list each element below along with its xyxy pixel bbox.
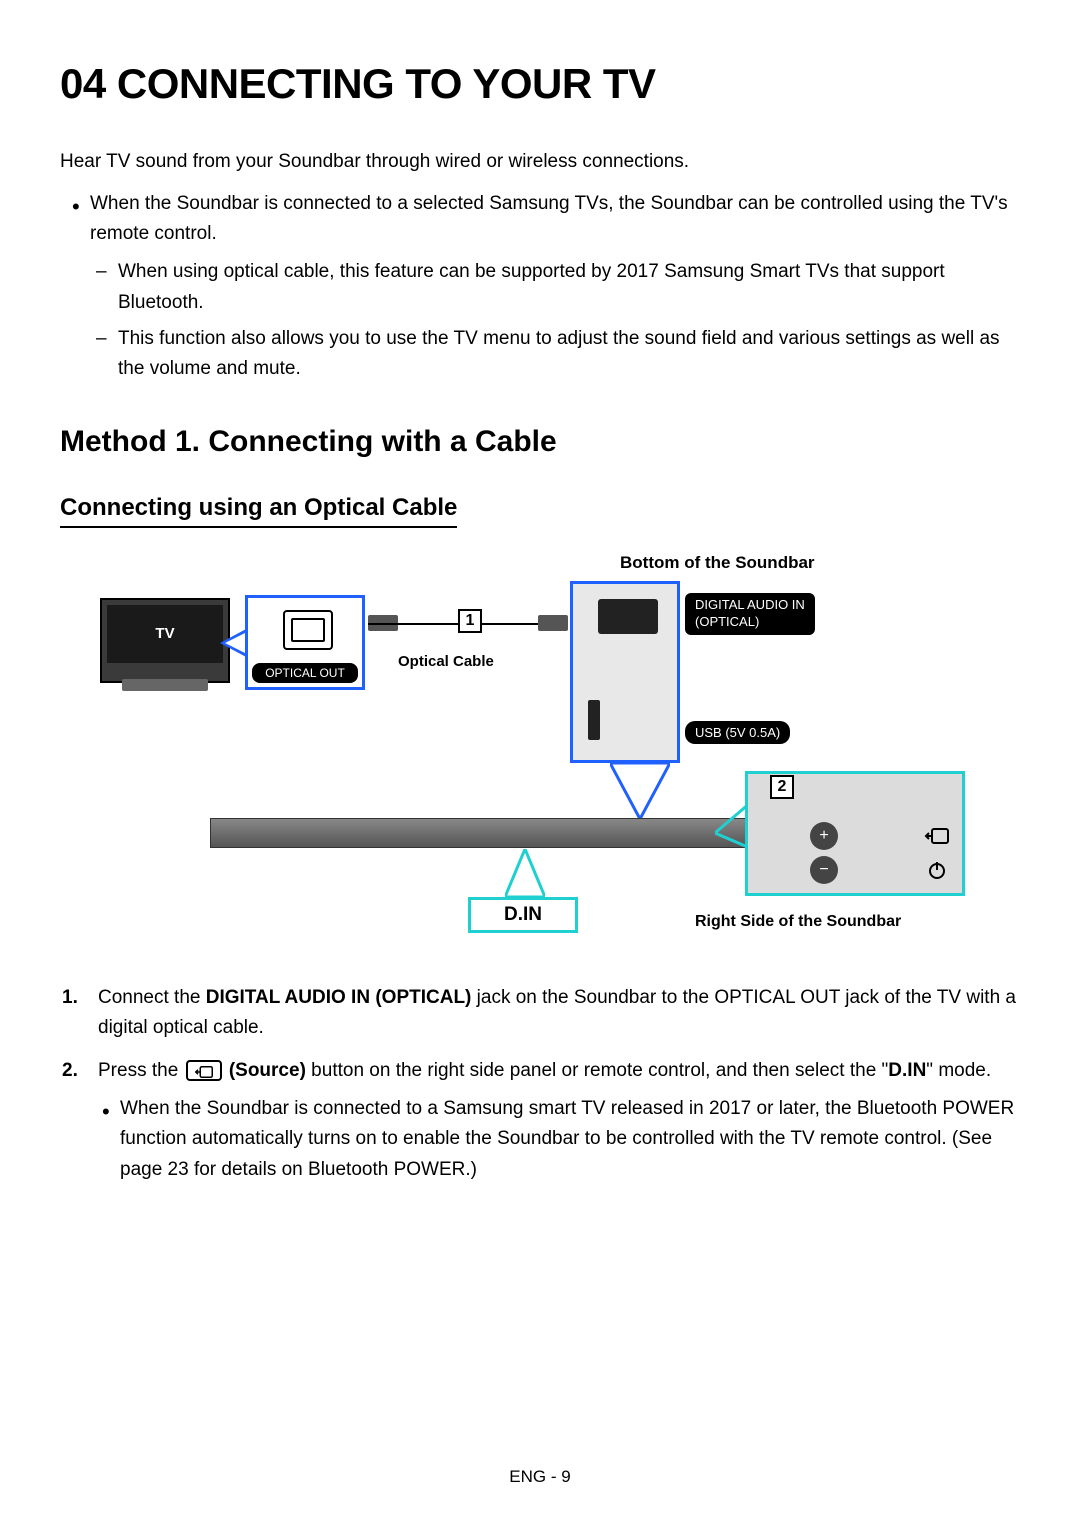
page-footer: ENG - 9	[0, 1467, 1080, 1487]
step-bold: DIGITAL AUDIO IN (OPTICAL)	[206, 987, 472, 1008]
source-icon	[923, 822, 951, 850]
bullet-text: When the Soundbar is connected to a sele…	[90, 193, 1008, 244]
step-text: Press the	[98, 1060, 184, 1081]
volume-up-icon: +	[810, 822, 838, 850]
intro-text: Hear TV sound from your Soundbar through…	[60, 148, 1020, 177]
usb-label: USB (5V 0.5A)	[685, 721, 790, 744]
cable-connector-icon	[538, 615, 568, 631]
tv-label: TV	[107, 605, 223, 663]
connection-diagram: Bottom of the Soundbar TV OPTICAL OUT 1 …	[100, 553, 980, 953]
optical-port-icon	[283, 610, 333, 650]
step-item: 1. Connect the DIGITAL AUDIO IN (OPTICAL…	[90, 983, 1020, 1044]
step-badge-1: 1	[458, 609, 482, 633]
optical-out-label: OPTICAL OUT	[252, 663, 358, 683]
digital-audio-port-icon	[598, 599, 658, 634]
soundbar-right-label: Right Side of the Soundbar	[695, 913, 901, 931]
usb-port-icon	[588, 700, 600, 740]
step-item: 2. Press the (Source) button on the righ…	[90, 1056, 1020, 1186]
page-title: 04 CONNECTING TO YOUR TV	[60, 60, 1020, 108]
soundbar-rear-callout	[570, 581, 680, 763]
dash-item: When using optical cable, this feature c…	[118, 257, 1020, 318]
digital-audio-label: DIGITAL AUDIO IN(OPTICAL)	[685, 593, 815, 635]
method-heading: Method 1. Connecting with a Cable	[60, 425, 1020, 459]
din-label: D.IN	[468, 897, 578, 933]
optical-out-callout: OPTICAL OUT	[245, 595, 365, 690]
callout-pointer-icon	[610, 763, 650, 818]
step-badge-2: 2	[770, 775, 794, 799]
cable-label: Optical Cable	[398, 653, 494, 670]
dash-item: This function also allows you to use the…	[118, 324, 1020, 385]
step-number: 1.	[62, 983, 78, 1013]
soundbar-bottom-label: Bottom of the Soundbar	[620, 553, 815, 573]
volume-down-icon: −	[810, 856, 838, 884]
step-bold: (Source)	[229, 1060, 306, 1081]
power-icon	[923, 856, 951, 884]
source-icon	[186, 1060, 222, 1080]
sub-bullet-item: When the Soundbar is connected to a Sams…	[120, 1094, 1020, 1185]
callout-pointer-icon	[505, 849, 535, 897]
step-number: 2.	[62, 1056, 78, 1086]
step-text: " mode.	[926, 1060, 991, 1081]
step-text: Connect the	[98, 987, 206, 1008]
subsection-heading: Connecting using an Optical Cable	[60, 494, 457, 528]
tv-icon: TV	[100, 598, 230, 683]
step-bold: D.IN	[888, 1060, 926, 1081]
tv-stand-icon	[122, 679, 208, 691]
step-text: button on the right side panel or remote…	[306, 1060, 888, 1081]
bullet-item: When the Soundbar is connected to a sele…	[90, 189, 1020, 385]
callout-pointer-icon	[225, 633, 245, 653]
